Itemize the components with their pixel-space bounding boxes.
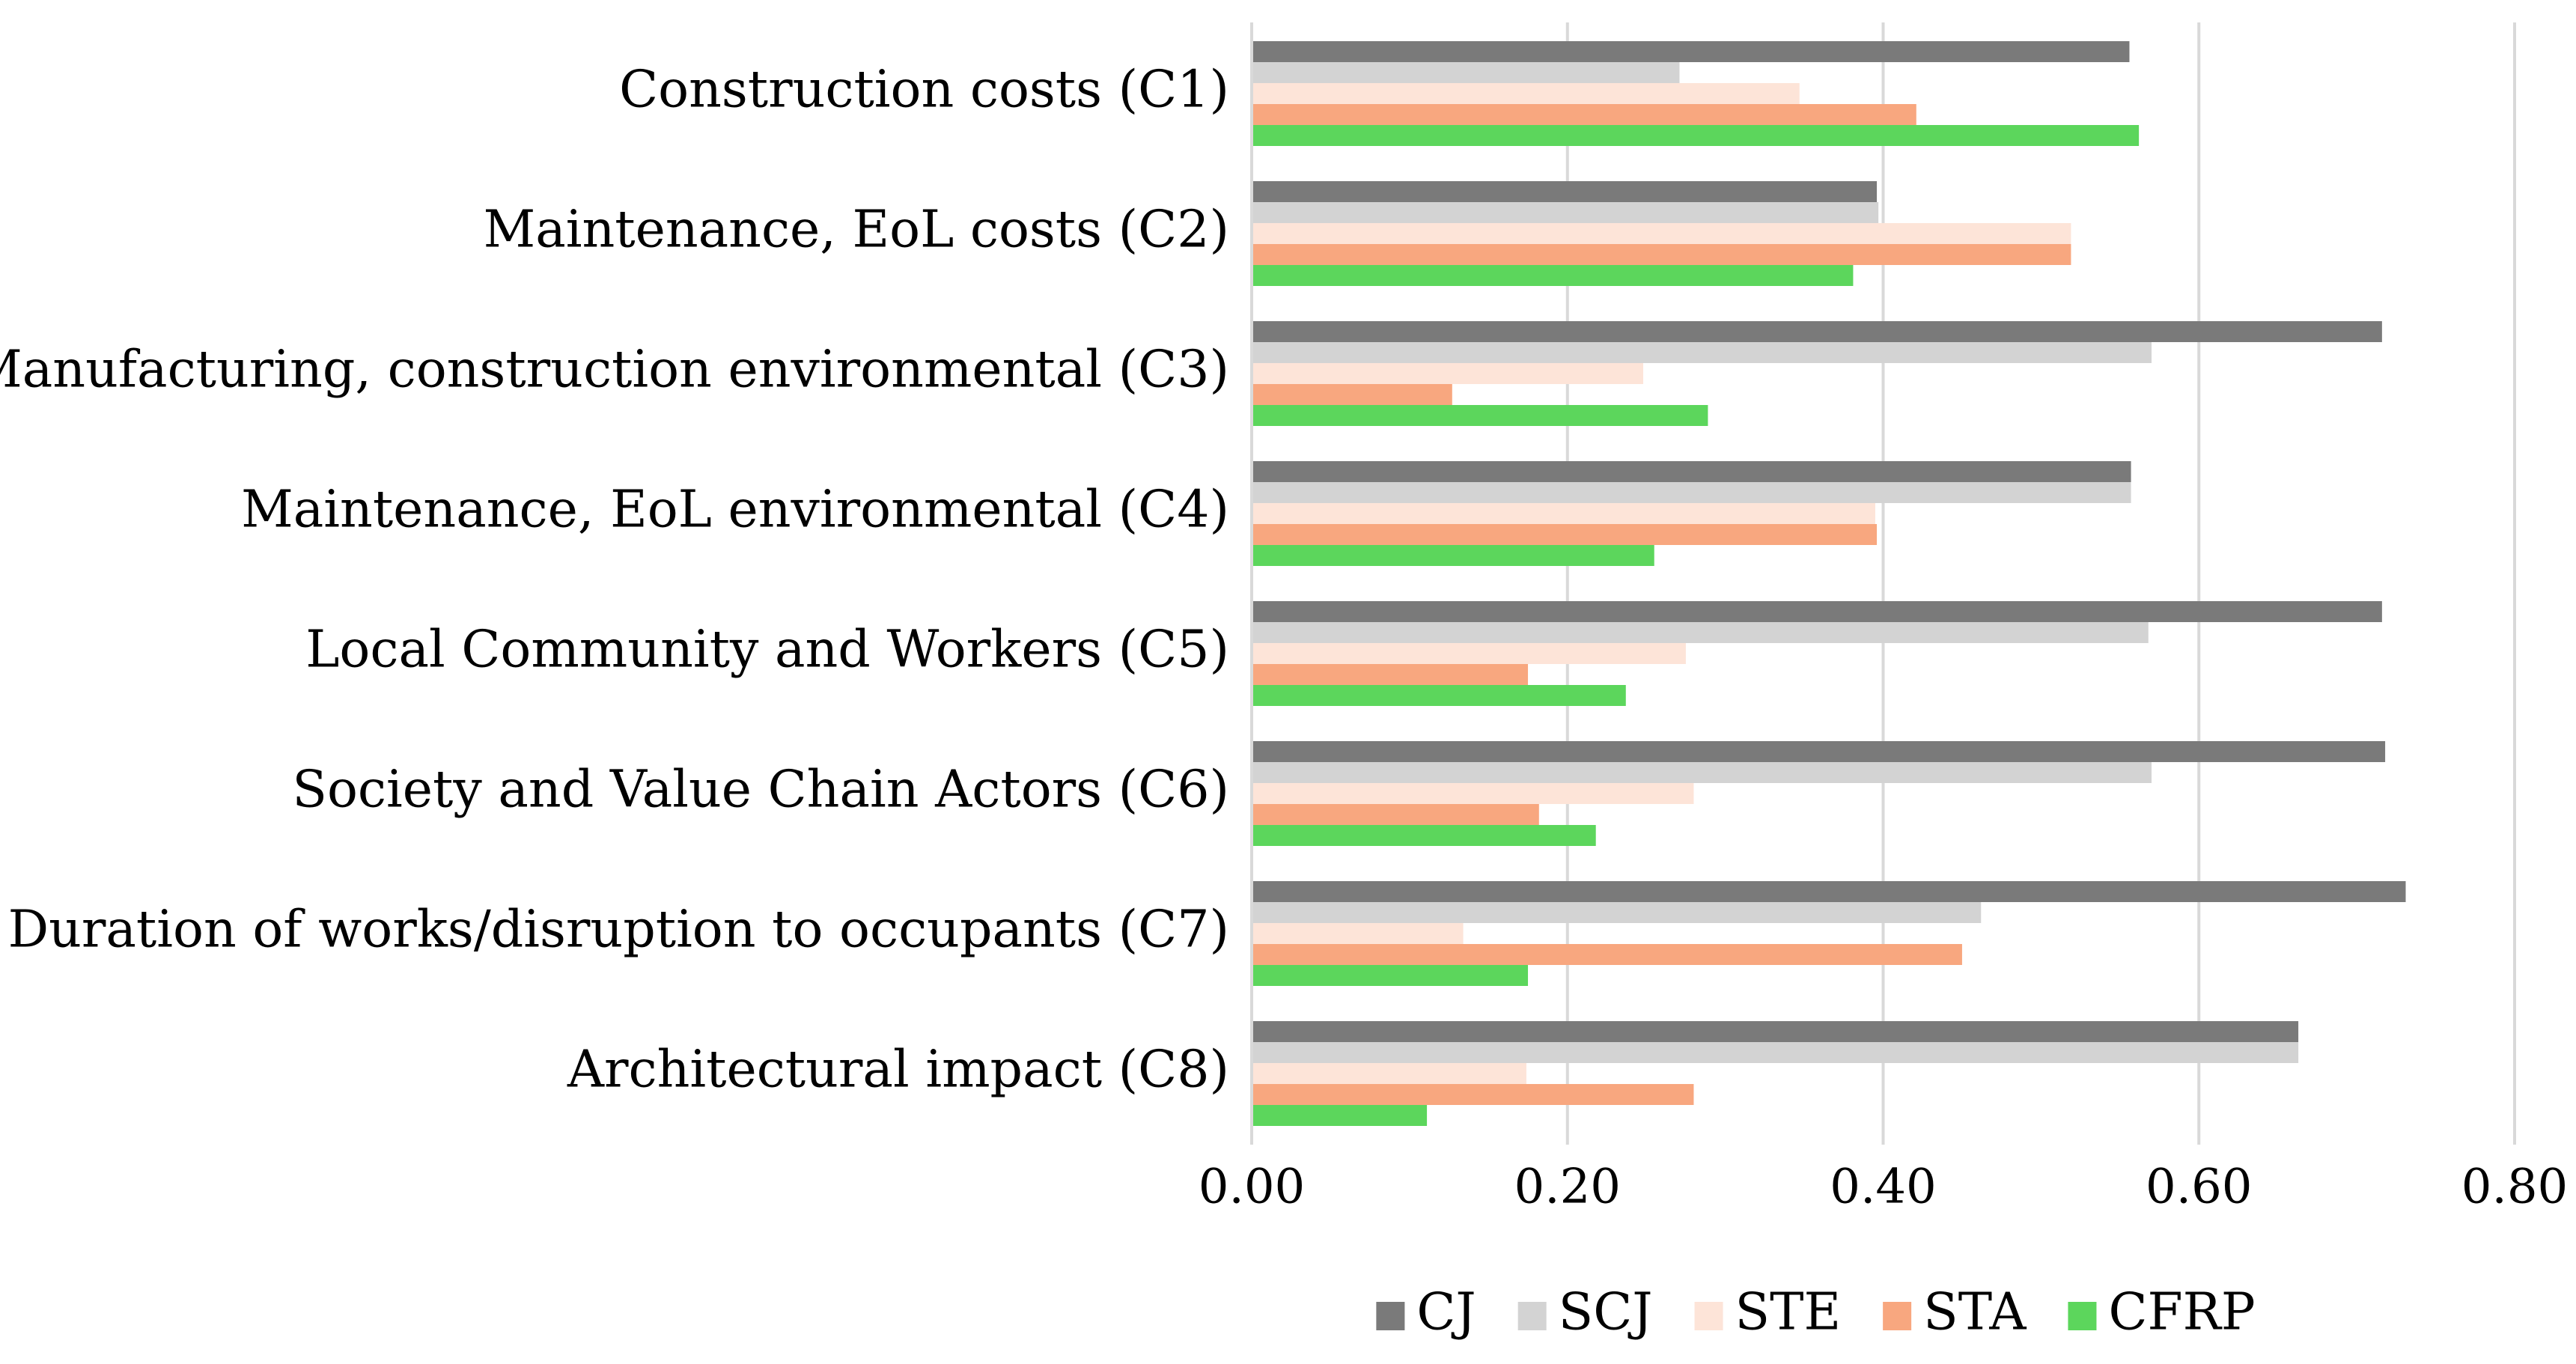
bar-sta-c5 [1252, 664, 1529, 685]
legend-label-cj: CJ [1416, 1283, 1476, 1342]
category-label-c4: Maintenance, EoL environmental (C4) [241, 481, 1229, 540]
bar-sta-c1 [1252, 104, 1916, 125]
bar-cj-c6 [1252, 741, 2386, 762]
bar-ste-c3 [1252, 363, 1643, 384]
bar-scj-c8 [1252, 1042, 2299, 1063]
bar-cfrp-c8 [1252, 1105, 1428, 1126]
bar-cj-c1 [1252, 41, 2130, 62]
bar-ste-c5 [1252, 643, 1686, 664]
bar-cj-c4 [1252, 461, 2131, 482]
category-label-c7: Duration of works/disruption to occupant… [8, 901, 1229, 960]
bar-sta-c7 [1252, 944, 1962, 965]
bar-scj-c6 [1252, 762, 2152, 783]
bar-scj-c4 [1252, 482, 2131, 503]
x-tick-label-0.40: 0.40 [1830, 1160, 1937, 1215]
x-tick-label-0.20: 0.20 [1514, 1160, 1622, 1215]
bar-ste-c6 [1252, 783, 1694, 804]
legend-swatch-ste [1694, 1302, 1723, 1330]
legend-label-sta: STA [1923, 1283, 2027, 1342]
category-label-c3: Manufacturing, construction environmenta… [0, 341, 1229, 400]
legend-swatch-sta [1883, 1302, 1912, 1330]
legend-swatch-scj [1517, 1302, 1547, 1330]
bar-ste-c8 [1252, 1063, 1526, 1084]
bar-cfrp-c7 [1252, 965, 1529, 986]
x-tick-labels: 0.00 0.20 0.40 0.60 0.80 [1199, 1160, 2569, 1215]
category-label-c8: Architectural impact (C8) [567, 1041, 1229, 1100]
x-tick-label-0.60: 0.60 [2146, 1160, 2253, 1215]
category-label-c6: Society and Value Chain Actors (C6) [292, 761, 1229, 820]
bar-ste-c2 [1252, 223, 2071, 244]
legend-swatch-cj [1376, 1302, 1405, 1330]
bar-cfrp-c4 [1252, 545, 1654, 566]
category-label-c2: Maintenance, EoL costs (C2) [484, 201, 1229, 260]
legend-label-ste: STE [1735, 1283, 1842, 1342]
category-label-c1: Construction costs (C1) [619, 61, 1229, 120]
bar-cj-c8 [1252, 1021, 2299, 1042]
bar-sta-c8 [1252, 1084, 1694, 1105]
category-label-c5: Local Community and Workers (C5) [305, 621, 1229, 680]
bar-cj-c2 [1252, 181, 1878, 202]
bar-cfrp-c1 [1252, 125, 2140, 146]
bar-cfrp-c6 [1252, 825, 1596, 846]
x-tick-label-0.00: 0.00 [1199, 1160, 1306, 1215]
legend-label-scj: SCJ [1559, 1283, 1653, 1342]
bar-cfrp-c5 [1252, 685, 1626, 706]
bar-sta-c3 [1252, 384, 1452, 405]
bar-ste-c7 [1252, 923, 1464, 944]
legend-label-cfrp: CFRP [2108, 1283, 2255, 1342]
bar-scj-c3 [1252, 342, 2152, 363]
bar-ste-c4 [1252, 503, 1875, 524]
bar-cj-c5 [1252, 601, 2382, 622]
bar-sta-c6 [1252, 804, 1539, 825]
bar-scj-c7 [1252, 902, 1982, 923]
bar-cfrp-c3 [1252, 405, 1708, 426]
legend-swatch-cfrp [2068, 1302, 2097, 1330]
category-labels: Construction costs (C1) Maintenance, EoL … [0, 61, 1229, 1100]
bar-cfrp-c2 [1252, 265, 1854, 286]
bars [1252, 41, 2406, 1126]
bar-cj-c7 [1252, 881, 2406, 902]
bar-scj-c5 [1252, 622, 2149, 643]
bar-scj-c2 [1252, 202, 1879, 223]
bar-cj-c3 [1252, 321, 2382, 342]
x-tick-label-0.80: 0.80 [2461, 1160, 2569, 1215]
bar-sta-c4 [1252, 524, 1878, 545]
legend: CJ SCJ STE STA CFRP [1376, 1283, 2256, 1342]
bar-sta-c2 [1252, 244, 2071, 265]
bar-ste-c1 [1252, 83, 1800, 104]
bar-scj-c1 [1252, 62, 1680, 83]
